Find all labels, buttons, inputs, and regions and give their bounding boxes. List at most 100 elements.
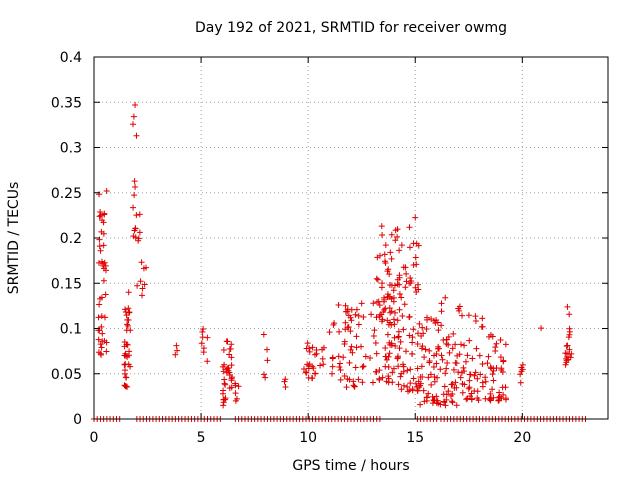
data-point (459, 380, 466, 387)
data-point (228, 341, 235, 348)
data-point (220, 346, 227, 353)
data-point (305, 374, 312, 381)
data-point (466, 384, 473, 391)
data-point (199, 334, 206, 341)
data-point (282, 384, 289, 391)
data-point (232, 397, 239, 404)
data-point (449, 399, 456, 406)
data-point (444, 359, 451, 366)
data-point (409, 339, 416, 346)
x-tick-labels: 0 5 10 15 20 (90, 430, 532, 446)
data-point (471, 387, 478, 394)
data-point (437, 366, 444, 373)
data-point (348, 343, 355, 350)
data-point (382, 344, 389, 351)
data-point (225, 367, 232, 374)
data-point (102, 291, 109, 298)
data-point (99, 217, 106, 224)
data-point (409, 334, 416, 341)
data-point (502, 341, 509, 348)
data-point (345, 312, 352, 319)
data-point (463, 396, 470, 403)
data-point (445, 388, 452, 395)
data-point (488, 365, 495, 372)
data-point (99, 330, 106, 337)
data-point (385, 373, 392, 380)
data-point (485, 353, 492, 360)
data-point (466, 377, 473, 384)
data-point (368, 311, 375, 318)
y-tick-label: 0.15 (51, 276, 82, 292)
data-point (309, 363, 316, 370)
data-point (358, 343, 365, 350)
data-point (468, 390, 475, 397)
data-point (497, 354, 504, 361)
data-point (355, 376, 362, 383)
data-point (390, 316, 397, 323)
data-point (426, 347, 433, 354)
data-point (387, 249, 394, 256)
data-point (133, 212, 140, 219)
chart-title: Day 192 of 2021, SRMTID for receiver owm… (195, 20, 507, 36)
data-point (138, 259, 145, 266)
data-point (200, 325, 207, 332)
data-point (386, 271, 393, 278)
data-point (394, 281, 401, 288)
data-point (419, 343, 426, 350)
data-point (406, 314, 413, 321)
data-point (264, 357, 271, 364)
data-point (374, 254, 381, 261)
data-point (402, 264, 409, 271)
data-point (489, 386, 496, 393)
data-point (395, 381, 402, 388)
data-point (329, 370, 336, 377)
data-point (460, 364, 467, 371)
data-point (342, 302, 349, 309)
data-point (329, 355, 336, 362)
y-axis-label: SRMTID / TECUs (6, 182, 22, 295)
data-point (131, 192, 138, 199)
data-point (367, 354, 374, 361)
data-point (304, 340, 311, 347)
data-point (232, 390, 239, 397)
data-point (443, 365, 450, 372)
data-point (122, 350, 129, 357)
data-point (406, 332, 413, 339)
data-point (464, 352, 471, 359)
y-tick-label: 0.4 (60, 50, 82, 66)
data-point (419, 324, 426, 331)
data-point (475, 397, 482, 404)
data-point (132, 102, 139, 109)
data-point (459, 389, 466, 396)
data-point (489, 371, 496, 378)
data-point (394, 317, 401, 324)
data-point (399, 312, 406, 319)
data-point (417, 374, 424, 381)
data-point (235, 383, 242, 390)
data-point (410, 240, 417, 247)
data-point (438, 352, 445, 359)
data-point (562, 361, 569, 368)
data-point (381, 251, 388, 258)
data-point (102, 267, 109, 274)
data-point (409, 387, 416, 394)
data-point (173, 342, 180, 349)
data-point (403, 270, 410, 277)
data-point (400, 368, 407, 375)
data-point (562, 350, 569, 357)
data-point (309, 344, 316, 351)
data-point (425, 374, 432, 381)
data-point (400, 326, 407, 333)
data-point (407, 380, 414, 387)
data-point (220, 402, 227, 409)
data-point (320, 361, 327, 368)
data-point (487, 331, 494, 338)
y-tick-label: 0 (73, 412, 82, 428)
data-point (343, 384, 350, 391)
data-point (398, 294, 405, 301)
data-point (493, 340, 500, 347)
data-point (342, 319, 349, 326)
data-point (330, 321, 337, 328)
data-point (430, 363, 437, 370)
data-point (124, 321, 131, 328)
